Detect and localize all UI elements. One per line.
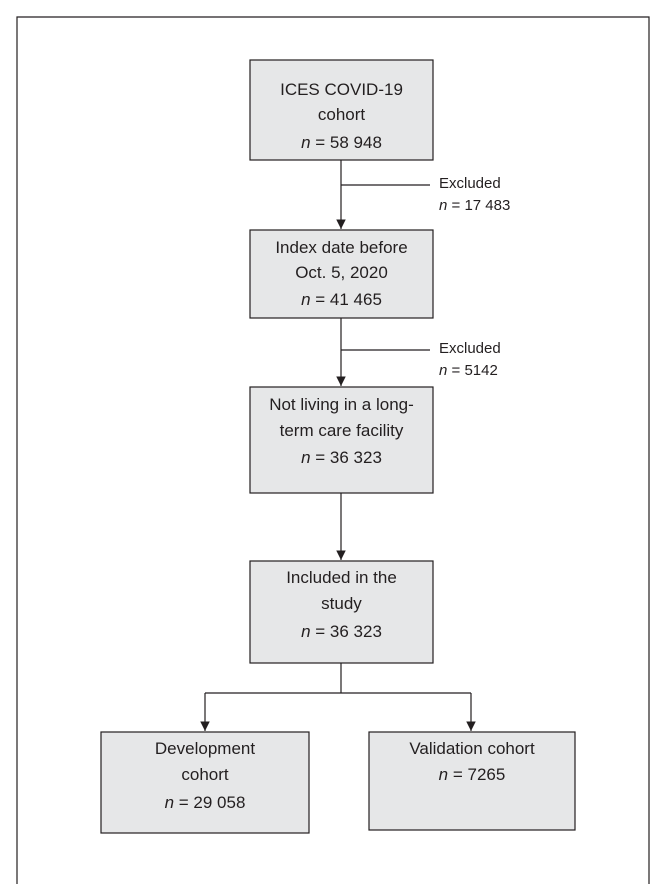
n-value: = 41 465	[311, 290, 382, 309]
node-label: cohort	[318, 105, 366, 124]
node-label: term care facility	[280, 421, 404, 440]
node-label: study	[321, 594, 362, 613]
node-label: Included in the	[286, 568, 397, 587]
n-value: = 7265	[448, 765, 505, 784]
count: n = 36 323	[301, 448, 382, 467]
node-label: Index date before	[275, 238, 407, 257]
n-value: = 29 058	[174, 793, 245, 812]
n-value: = 36 323	[311, 622, 382, 641]
n-symbol: n	[301, 448, 310, 467]
node-label: Oct. 5, 2020	[295, 263, 388, 282]
n-value: = 58 948	[311, 133, 382, 152]
node-box	[249, 560, 434, 664]
n-symbol: n	[439, 765, 448, 784]
connectors	[200, 160, 476, 731]
count: n = 7265	[439, 765, 506, 784]
node-box	[249, 229, 434, 319]
n-symbol: n	[301, 290, 310, 309]
node-box	[100, 731, 310, 834]
node: Not living in a long-term care facility n…	[249, 386, 434, 494]
exclusion-label: Excluded	[439, 340, 501, 357]
frame	[16, 16, 650, 884]
node-label: Development	[155, 739, 255, 758]
n-symbol: n	[165, 793, 174, 812]
node-label: Not living in a long-	[269, 395, 414, 414]
n-symbol: n	[439, 362, 447, 379]
count: n = 36 323	[301, 622, 382, 641]
exclusion-label: Excluded	[439, 175, 501, 192]
exclusion-count: n = 5142	[439, 362, 498, 379]
count: n = 29 058	[165, 793, 246, 812]
exclusion-count: n = 17 483	[439, 197, 510, 214]
node-box	[249, 59, 434, 161]
n-symbol: n	[439, 197, 447, 214]
count: n = 58 948	[301, 133, 382, 152]
node-box	[249, 386, 434, 494]
node-label: cohort	[181, 765, 229, 784]
count: n = 41 465	[301, 290, 382, 309]
n-value: = 5142	[447, 362, 497, 379]
n-symbol: n	[301, 133, 310, 152]
node: Index date before Oct. 5, 2020 n = 41 465	[249, 229, 434, 319]
node-label: Validation cohort	[409, 739, 535, 758]
n-value: = 36 323	[311, 448, 382, 467]
node-box	[368, 731, 576, 831]
split-line	[205, 663, 471, 694]
n-value: = 17 483	[447, 197, 510, 214]
node: Validation cohort n = 7265	[368, 731, 576, 831]
n-symbol: n	[301, 622, 310, 641]
node-label: ICES COVID-19	[280, 80, 403, 99]
